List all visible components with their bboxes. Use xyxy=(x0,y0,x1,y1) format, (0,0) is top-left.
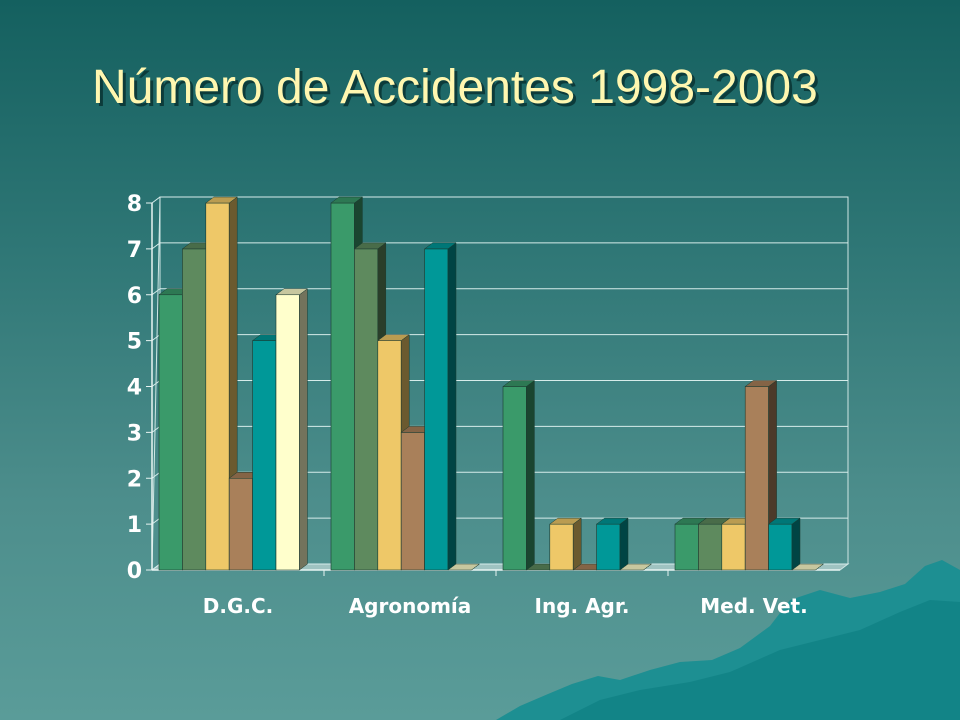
bar-top xyxy=(767,517,801,525)
bar xyxy=(205,202,230,571)
bar xyxy=(330,202,355,571)
bar xyxy=(424,248,449,571)
bar-top xyxy=(447,563,481,571)
bar-top xyxy=(744,380,778,387)
y-tick-label: 8 xyxy=(127,192,142,217)
bar xyxy=(377,340,402,571)
bar-side xyxy=(619,517,629,571)
bar-top xyxy=(330,196,364,204)
bar xyxy=(768,523,793,571)
bar xyxy=(502,386,527,571)
bar xyxy=(400,432,425,571)
bar xyxy=(158,294,183,571)
bar xyxy=(252,340,277,571)
bar xyxy=(698,523,723,571)
y-tick-label: 0 xyxy=(127,559,142,584)
bar-side xyxy=(526,380,535,571)
bar xyxy=(182,248,207,571)
x-category-label: D.G.C. xyxy=(203,594,274,618)
bar-top xyxy=(791,563,825,571)
bar-top xyxy=(549,517,582,525)
bar-side xyxy=(791,517,801,571)
bar-side xyxy=(572,517,582,571)
bar xyxy=(228,477,253,571)
bar xyxy=(354,248,379,571)
x-category-label: Med. Vet. xyxy=(700,594,807,618)
gridline xyxy=(151,288,848,296)
bar-top xyxy=(595,517,629,525)
x-category-label: Agronomía xyxy=(349,594,472,618)
y-tick-label: 6 xyxy=(127,284,142,309)
y-tick-label: 3 xyxy=(127,421,142,446)
bar xyxy=(721,523,746,571)
y-tick-label: 4 xyxy=(127,376,142,401)
bar-top xyxy=(377,334,410,341)
bar-top xyxy=(619,563,653,571)
y-tick-label: 5 xyxy=(127,330,142,355)
bar-side xyxy=(299,288,308,571)
bar xyxy=(674,523,699,571)
bar-top xyxy=(205,196,238,204)
bar xyxy=(596,523,621,571)
y-tick-label: 7 xyxy=(127,238,142,263)
bar xyxy=(549,523,574,571)
bar-top xyxy=(353,242,387,250)
bar-side xyxy=(447,242,457,571)
bar-top xyxy=(423,242,457,250)
y-tick-label: 2 xyxy=(127,467,142,492)
bar-top xyxy=(275,288,309,295)
gridline xyxy=(151,196,848,204)
bar xyxy=(744,386,769,571)
bar-top xyxy=(502,380,536,387)
y-tick-label: 1 xyxy=(127,513,142,538)
slide-title: Número de Accidentes 1998-2003 xyxy=(92,61,818,114)
x-category-label: Ing. Agr. xyxy=(535,594,630,618)
bar xyxy=(275,294,300,571)
gridline xyxy=(151,242,848,250)
